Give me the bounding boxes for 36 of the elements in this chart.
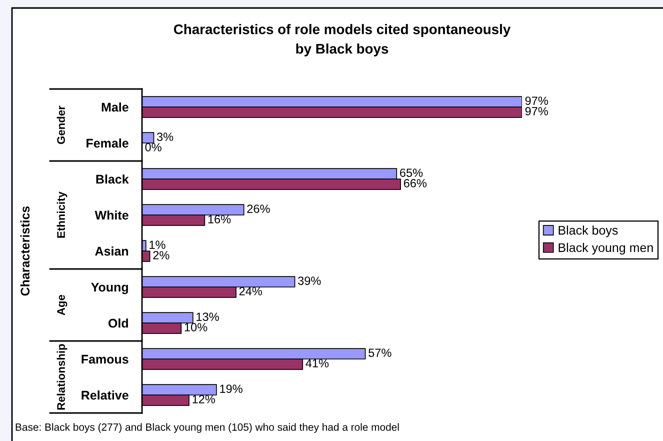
data-label: 3%	[156, 132, 174, 141]
y-tick-label: Old	[108, 318, 128, 328]
data-label: 19%	[220, 384, 242, 393]
data-label: 1%	[150, 240, 166, 249]
data-label: 13%	[196, 312, 219, 321]
y-tick-label: White	[94, 210, 128, 220]
data-label: 65%	[400, 168, 423, 177]
chart-title: Characteristics of role models cited spontaneously by Black boys	[174, 24, 511, 56]
data-label: 16%	[208, 215, 231, 224]
data-label: 0%	[145, 143, 162, 152]
data-label: 39%	[298, 276, 321, 285]
y-tick-label: Asian	[95, 246, 128, 256]
data-label: 97%	[525, 96, 548, 105]
y-tick-label: Male	[102, 102, 128, 112]
text: Relationship	[56, 344, 68, 410]
text: Base: Black boys (277) and Black young men (105) who said they had a role model	[16, 423, 399, 433]
data-label: 10%	[184, 323, 208, 332]
y-tick-label: Female	[86, 138, 128, 148]
y-tick-label: Famous	[82, 354, 128, 364]
data-label: 26%	[247, 204, 270, 213]
data-label: 24%	[239, 287, 262, 296]
text: Age	[57, 294, 68, 316]
data-label: 41%	[306, 359, 329, 368]
data-label: 12%	[192, 395, 215, 404]
text: Gender	[56, 106, 65, 144]
data-label: 2%	[153, 251, 170, 260]
data-label: 66%	[404, 179, 427, 188]
y-axis-title: Characteristics	[20, 206, 30, 296]
legend-label: Black boys	[558, 226, 618, 238]
y-tick-label: Relative	[82, 390, 128, 400]
y-tick-label: Young	[91, 282, 128, 294]
data-label: 57%	[368, 348, 392, 357]
y-tick-label: Black	[96, 174, 129, 184]
text: Ethnicity	[56, 192, 68, 238]
data-label: 97%	[525, 107, 548, 116]
legend-label: Black young men	[558, 242, 653, 255]
